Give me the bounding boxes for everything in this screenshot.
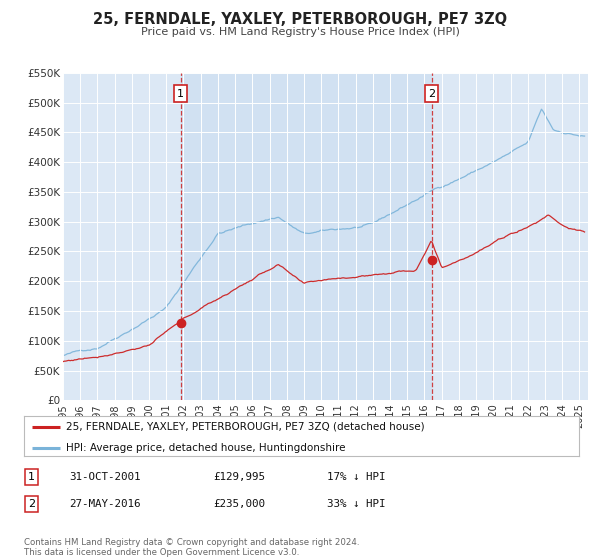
Text: 31-OCT-2001: 31-OCT-2001: [69, 472, 140, 482]
Text: 25, FERNDALE, YAXLEY, PETERBOROUGH, PE7 3ZQ: 25, FERNDALE, YAXLEY, PETERBOROUGH, PE7 …: [93, 12, 507, 27]
Text: 17% ↓ HPI: 17% ↓ HPI: [327, 472, 386, 482]
Text: 1: 1: [177, 88, 184, 99]
Text: 33% ↓ HPI: 33% ↓ HPI: [327, 499, 386, 509]
Text: 27-MAY-2016: 27-MAY-2016: [69, 499, 140, 509]
Text: £235,000: £235,000: [213, 499, 265, 509]
Text: 25, FERNDALE, YAXLEY, PETERBOROUGH, PE7 3ZQ (detached house): 25, FERNDALE, YAXLEY, PETERBOROUGH, PE7 …: [65, 422, 424, 432]
Text: 2: 2: [28, 499, 35, 509]
Text: 2: 2: [428, 88, 435, 99]
Text: Contains HM Land Registry data © Crown copyright and database right 2024.
This d: Contains HM Land Registry data © Crown c…: [24, 538, 359, 557]
Text: Price paid vs. HM Land Registry's House Price Index (HPI): Price paid vs. HM Land Registry's House …: [140, 27, 460, 37]
Bar: [181, 73, 431, 400]
Text: HPI: Average price, detached house, Huntingdonshire: HPI: Average price, detached house, Hunt…: [65, 442, 345, 452]
Text: £129,995: £129,995: [213, 472, 265, 482]
Text: 1: 1: [28, 472, 35, 482]
